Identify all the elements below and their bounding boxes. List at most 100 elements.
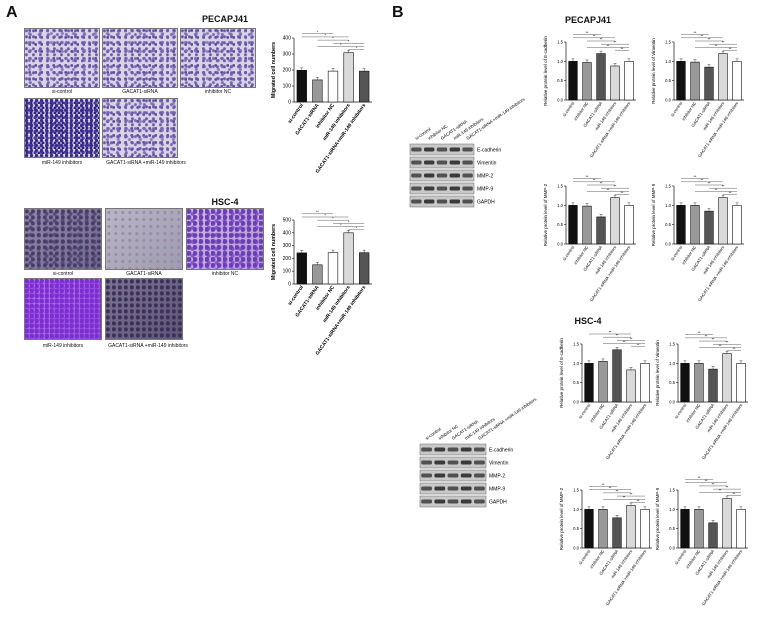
caption-pe-gacat1-sirna: GACAT1-siRNA — [122, 89, 158, 95]
y-tick-label: 1.0 — [665, 59, 671, 64]
micrograph-pe-combo — [102, 98, 178, 158]
wb-band — [411, 186, 422, 191]
significance-label: * — [340, 43, 342, 47]
wb-band — [462, 173, 473, 178]
significance-label: ** — [600, 181, 603, 185]
y-tick-label: 1.0 — [557, 59, 563, 64]
bar — [584, 509, 594, 549]
bar — [584, 363, 594, 403]
y-tick-label: 0.0 — [665, 98, 671, 103]
wb-band — [411, 173, 422, 178]
y-tick-label: 1.5 — [557, 184, 563, 189]
bar — [690, 61, 700, 101]
bar — [626, 369, 636, 403]
bar — [704, 66, 714, 101]
y-tick-label: 400 — [283, 230, 292, 236]
significance-label: ** — [719, 489, 722, 493]
y-tick-label: 1.5 — [573, 488, 579, 493]
x-tick-label: si-control — [561, 101, 575, 118]
bar — [722, 353, 732, 403]
significance-label: * — [356, 226, 358, 230]
significance-label: ** — [726, 341, 729, 345]
bar — [732, 61, 742, 101]
significance-label: ** — [609, 330, 612, 334]
wb-band — [421, 473, 432, 478]
wb-band — [424, 147, 435, 152]
wb-band — [447, 473, 459, 478]
bar — [722, 498, 732, 549]
micrograph-pe-gacat1-sirna — [102, 28, 178, 88]
micrograph-hs-combo — [105, 278, 183, 340]
pecapj41-title-b: PECAPJ41 — [564, 15, 612, 25]
bar — [612, 349, 622, 403]
y-tick-label: 0.5 — [557, 78, 563, 83]
bar — [624, 61, 634, 101]
y-axis-label: Relative protein level of Vimentin — [651, 38, 656, 104]
wb-band — [421, 447, 432, 452]
wb-lane-label: GACAT1-siRNA +miR-149 inhibitors — [477, 396, 538, 441]
wb-protein-label: Vimentin — [489, 461, 509, 467]
wb-protein-label: MMP-2 — [477, 174, 493, 180]
significance-label: ** — [715, 44, 718, 48]
y-axis-label: Relative protein level of MMP-2 — [559, 487, 564, 550]
chart-pe-vimentin: Relative protein level of Vimentin 0.0 0.5… — [651, 31, 744, 158]
micrograph-pe-mir149-inhibitors — [24, 98, 100, 158]
bar — [598, 509, 608, 549]
wb-protein-label: GAPDH — [489, 500, 507, 506]
significance-label: * — [348, 40, 350, 44]
significance-label: * — [317, 30, 319, 34]
y-tick-label: 1.5 — [557, 40, 563, 45]
significance-label: ** — [623, 496, 626, 500]
panel-letter-b: B — [392, 4, 404, 21]
significance-label: ** — [694, 175, 697, 179]
wb-band — [474, 460, 485, 465]
x-tick-label: si-control — [577, 403, 591, 420]
y-tick-label: 1.5 — [665, 40, 671, 45]
wb-band — [424, 173, 435, 178]
y-tick-label: 300 — [283, 52, 292, 58]
wb-band — [462, 186, 473, 191]
micrograph-hs-inhibitor-nc — [186, 208, 264, 270]
chart-pe-mmp2: Relative protein level of MMP-2 0.0 0.5 1.0… — [543, 175, 636, 302]
wb-band — [434, 460, 446, 465]
bar — [582, 62, 592, 101]
significance-label: ** — [712, 337, 715, 341]
significance-label: ** — [621, 47, 624, 51]
bar — [612, 517, 622, 549]
y-axis-label: Relative protein level of MMP-9 — [655, 487, 660, 550]
bar — [708, 368, 718, 403]
hsc4-title-b: HSC-4 — [574, 316, 602, 326]
significance-label: ** — [586, 31, 589, 35]
significance-label: ** — [621, 191, 624, 195]
caption-pe-combo: GACAT1-siRNA +miR-149 inhibitors — [106, 160, 186, 166]
bar — [708, 522, 718, 549]
wb-band — [436, 199, 448, 204]
bar — [690, 205, 700, 245]
bar — [694, 363, 704, 403]
pecapj41-title-a: PECAPJ41 — [201, 14, 249, 24]
y-tick-label: 0.5 — [665, 78, 671, 83]
significance-label: * — [324, 213, 326, 217]
y-tick-label: 0.5 — [573, 380, 579, 385]
significance-label: ** — [698, 331, 701, 335]
wb-band — [411, 147, 422, 152]
bar — [359, 70, 370, 103]
micrograph-pe-inhibitor-nc — [180, 28, 256, 88]
significance-label: * — [340, 223, 342, 227]
y-tick-label: 1.0 — [665, 203, 671, 208]
wb-band — [460, 447, 472, 452]
y-tick-label: 0.5 — [669, 380, 675, 385]
significance-label: ** — [614, 185, 617, 189]
y-tick-label: 1.0 — [573, 361, 579, 366]
wb-band — [449, 173, 460, 178]
y-axis-label: Migrated cell numbers — [271, 224, 277, 280]
wb-band — [460, 460, 472, 465]
y-tick-label: 0 — [288, 282, 291, 288]
bar — [596, 216, 606, 245]
wb-band — [449, 199, 460, 204]
wb-band — [436, 147, 448, 152]
wb-band — [462, 160, 473, 165]
bar — [596, 53, 606, 101]
y-tick-label: 0.0 — [557, 242, 563, 247]
